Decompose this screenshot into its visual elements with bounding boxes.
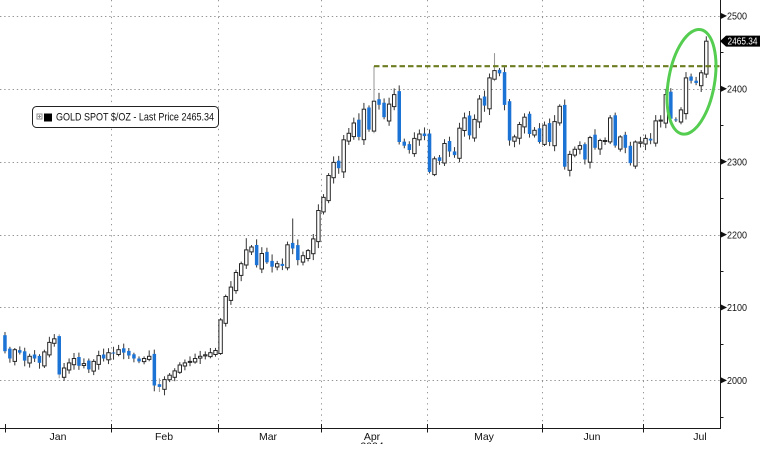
svg-text:2024: 2024: [360, 441, 384, 445]
svg-text:2300: 2300: [727, 156, 747, 168]
svg-text:Apr: Apr: [364, 431, 381, 443]
svg-text:GOLD SPOT $/OZ - Last Price 24: GOLD SPOT $/OZ - Last Price 2465.34: [56, 112, 214, 124]
svg-text:2000: 2000: [727, 375, 747, 387]
svg-text:Jul: Jul: [693, 431, 706, 443]
svg-text:Jan: Jan: [50, 431, 67, 443]
svg-text:2100: 2100: [727, 302, 747, 314]
svg-text:2465.34: 2465.34: [728, 37, 758, 48]
svg-text:2400: 2400: [727, 83, 747, 95]
svg-text:Jun: Jun: [584, 431, 601, 443]
svg-text:May: May: [474, 431, 495, 443]
svg-text:2500: 2500: [727, 11, 747, 23]
svg-text:2200: 2200: [727, 229, 747, 241]
svg-text:Mar: Mar: [259, 431, 278, 443]
svg-text:Feb: Feb: [155, 431, 173, 443]
